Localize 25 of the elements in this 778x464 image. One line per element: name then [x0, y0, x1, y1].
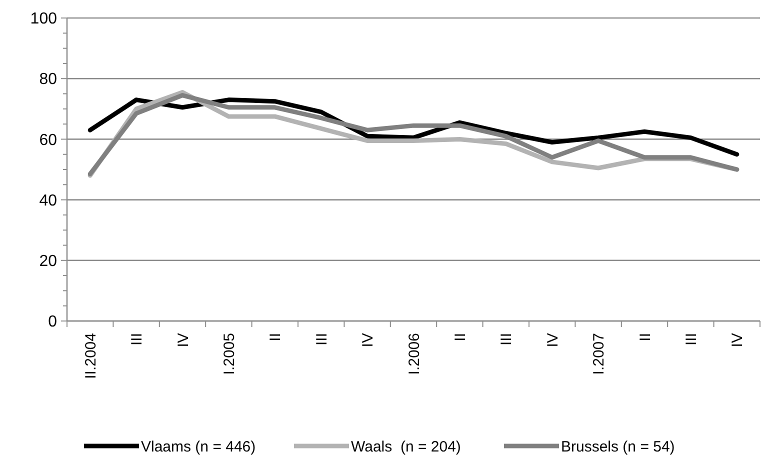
line-series	[88, 98, 740, 157]
y-tick-label: 0	[48, 314, 58, 331]
y-tick-label: 80	[39, 71, 58, 88]
x-tick-label: III	[313, 333, 330, 346]
x-tick-label: IV	[544, 333, 562, 348]
y-tick-label: 100	[30, 10, 58, 28]
x-tick-label: I.2007	[590, 333, 608, 375]
x-tick-label: II	[452, 333, 469, 342]
x-tick-label: IV	[729, 333, 746, 348]
x-tick-label: II.2004	[82, 333, 100, 379]
x-tick-label: III	[682, 333, 700, 346]
x-tick-label: IV	[360, 333, 377, 348]
y-tick-label: 20	[39, 253, 58, 270]
y-tick-label: 60	[39, 132, 58, 149]
x-tick-label: II	[267, 333, 284, 342]
legend-label: Waals (n = 204)	[351, 438, 461, 456]
y-tick-label: 40	[39, 192, 58, 210]
x-tick-label: III	[498, 333, 516, 346]
x-tick-label: II	[636, 333, 654, 342]
x-tick-label: I.2005	[220, 333, 238, 375]
x-tick-label: IV	[174, 333, 192, 348]
x-tick-label: III	[128, 333, 146, 346]
legend-label: Brussels (n = 54)	[561, 438, 675, 456]
legend-label: Vlaams (n = 446)	[141, 438, 256, 456]
x-tick-label: I.2006	[406, 333, 423, 375]
